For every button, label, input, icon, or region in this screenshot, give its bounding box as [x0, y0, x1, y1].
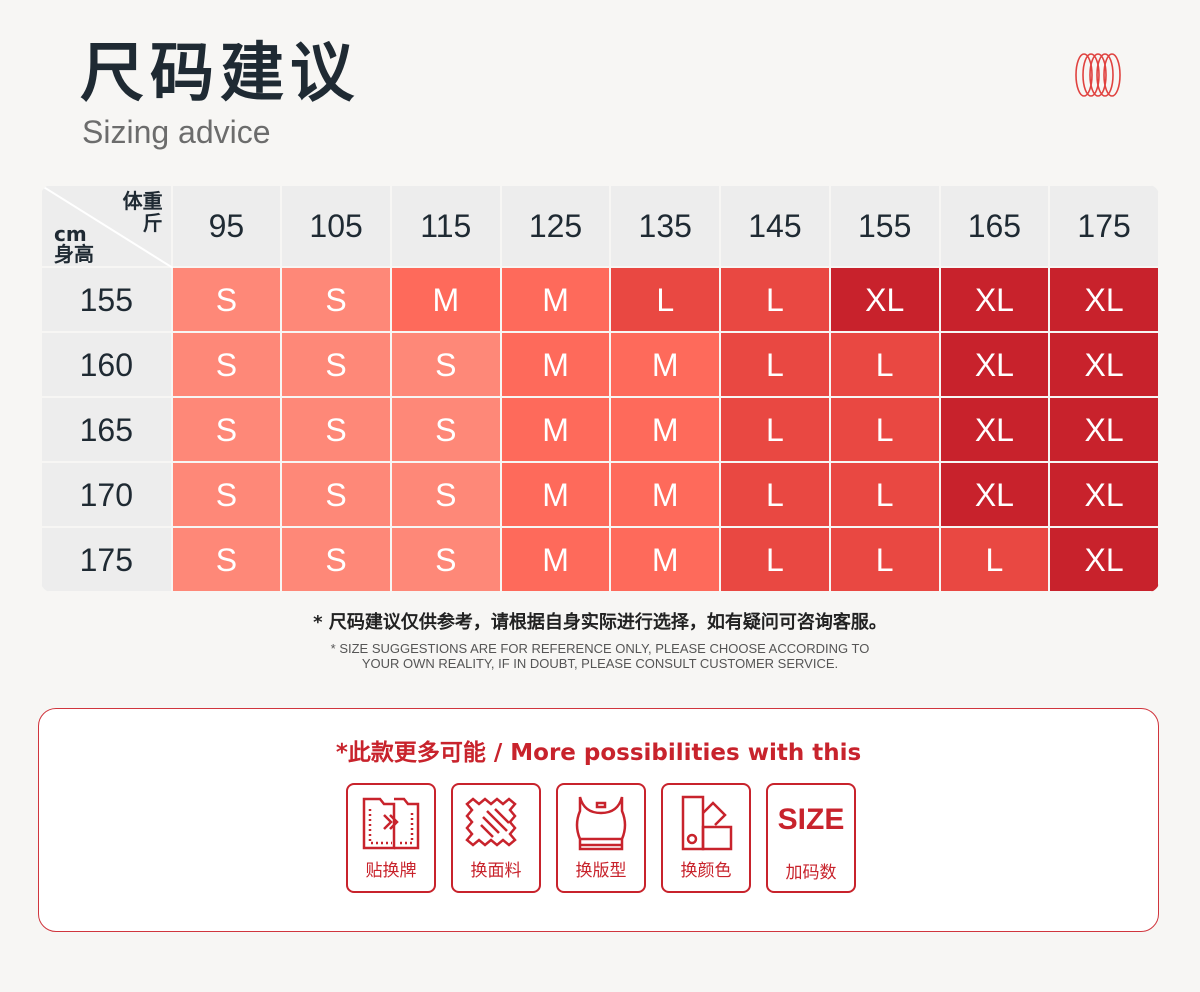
size-cell: L: [719, 526, 831, 593]
fabric-icon: [465, 797, 517, 847]
weight-header-cell: 165: [938, 184, 1051, 268]
page-title: 尺码建议: [80, 37, 360, 111]
table-row: 155 S S M M L L XL XL XL: [40, 266, 1160, 333]
garment-icon: [575, 796, 627, 851]
size-cell: M: [609, 526, 722, 593]
weight-header-cell: 135: [609, 184, 722, 268]
option-size: SIZE 加码数: [766, 783, 856, 893]
size-cell: M: [609, 331, 722, 398]
table-row: 175 S S S M M L L L XL: [40, 526, 1160, 593]
option-label: 加码数: [785, 863, 837, 883]
option-label: 贴换牌: [365, 861, 417, 881]
weight-header-cell: 145: [719, 184, 831, 268]
size-cell: S: [280, 526, 392, 593]
height-header-cell: 175: [40, 526, 173, 593]
weight-header-cell: 175: [1048, 184, 1160, 268]
note-english-line: YOUR OWN REALITY, IF IN DOUBT, PLEASE CO…: [361, 656, 839, 671]
size-cell: XL: [828, 266, 941, 333]
size-cell: XL: [938, 396, 1051, 463]
size-cell: L: [719, 396, 831, 463]
size-icon: SIZE: [777, 803, 845, 836]
size-cell: XL: [1048, 461, 1160, 528]
size-cell: M: [499, 266, 612, 333]
option-label-swap: 贴换牌: [346, 783, 436, 893]
table-row: 170 S S S M M L L XL XL: [40, 461, 1160, 528]
option-fabric: 换面料: [451, 783, 541, 893]
size-cell: S: [389, 526, 502, 593]
weight-header-row: 体重斤 cm 身高 95 105 115 125 135 145 155 165 175: [40, 184, 1160, 268]
size-cell: L: [828, 461, 941, 528]
note-english: * SIZE SUGGESTIONS ARE FOR REFERENCE ONL…: [0, 641, 1200, 671]
size-cell: S: [170, 461, 283, 528]
table-row: 160 S S S M M L L XL XL: [40, 331, 1160, 398]
size-cell: M: [499, 331, 612, 398]
size-cell: S: [170, 266, 283, 333]
page-subtitle: Sizing advice: [82, 114, 271, 150]
weight-unit: 斤: [142, 211, 163, 235]
more-options-panel: *此款更多可能 / More possibilities with this 贴…: [38, 708, 1159, 932]
note-english-line: * SIZE SUGGESTIONS ARE FOR REFERENCE ONL…: [330, 641, 870, 656]
size-cell: XL: [1048, 526, 1160, 593]
label-swap-icon: [362, 797, 420, 850]
height-unit: cm: [54, 222, 87, 246]
option-garment: 换版型: [556, 783, 646, 893]
option-label: 换颜色: [680, 861, 732, 881]
size-cell: M: [609, 461, 722, 528]
size-cell: L: [938, 526, 1051, 593]
table-row: 165 S S S M M L L XL XL: [40, 396, 1160, 463]
size-cell: L: [719, 331, 831, 398]
option-color: 换颜色: [661, 783, 751, 893]
size-cell: M: [389, 266, 502, 333]
size-cell: L: [828, 396, 941, 463]
weight-header-cell: 155: [828, 184, 941, 268]
size-cell: L: [719, 461, 831, 528]
size-cell: S: [280, 266, 392, 333]
weight-header-cell: 125: [499, 184, 612, 268]
size-cell: M: [499, 461, 612, 528]
size-cell: XL: [1048, 266, 1160, 333]
height-header-cell: 160: [40, 331, 173, 398]
size-cell: S: [170, 396, 283, 463]
size-cell: S: [280, 396, 392, 463]
weight-header-cell: 115: [389, 184, 502, 268]
height-label: 身高: [54, 242, 94, 266]
size-cell: S: [280, 331, 392, 398]
size-cell: S: [170, 331, 283, 398]
size-cell: L: [828, 331, 941, 398]
size-cell: S: [389, 331, 502, 398]
option-label: 换面料: [470, 861, 522, 881]
size-cell: S: [280, 461, 392, 528]
height-header-cell: 170: [40, 461, 173, 528]
note-chinese: * 尺码建议仅供参考，请根据自身实际进行选择，如有疑问可咨询客服。: [313, 612, 887, 633]
diagonal-divider: [42, 186, 173, 268]
weight-header-cell: 95: [170, 184, 283, 268]
brand-rings-icon: [1075, 53, 1121, 97]
color-swatch-icon: [681, 795, 733, 851]
table-corner-cell: 体重斤 cm 身高: [40, 184, 173, 268]
size-cell: S: [170, 526, 283, 593]
size-cell: XL: [1048, 396, 1160, 463]
size-cell: L: [609, 266, 722, 333]
option-label: 换版型: [575, 861, 627, 881]
size-cell: XL: [938, 331, 1051, 398]
size-cell: XL: [938, 266, 1051, 333]
weight-label: 体重: [122, 189, 163, 213]
weight-header-cell: 105: [280, 184, 392, 268]
height-header-cell: 165: [40, 396, 173, 463]
size-cell: L: [719, 266, 831, 333]
size-cell: XL: [938, 461, 1051, 528]
size-cell: S: [389, 461, 502, 528]
size-cell: XL: [1048, 331, 1160, 398]
size-cell: M: [609, 396, 722, 463]
panel-title: *此款更多可能 / More possibilities with this: [335, 740, 862, 766]
size-chart-table: 体重斤 cm 身高 95 105 115 125 135 145 155 165 175 155 S…: [40, 184, 1160, 593]
size-cell: M: [499, 396, 612, 463]
height-header-cell: 155: [40, 266, 173, 333]
size-cell: S: [389, 396, 502, 463]
size-cell: L: [828, 526, 941, 593]
size-cell: M: [499, 526, 612, 593]
